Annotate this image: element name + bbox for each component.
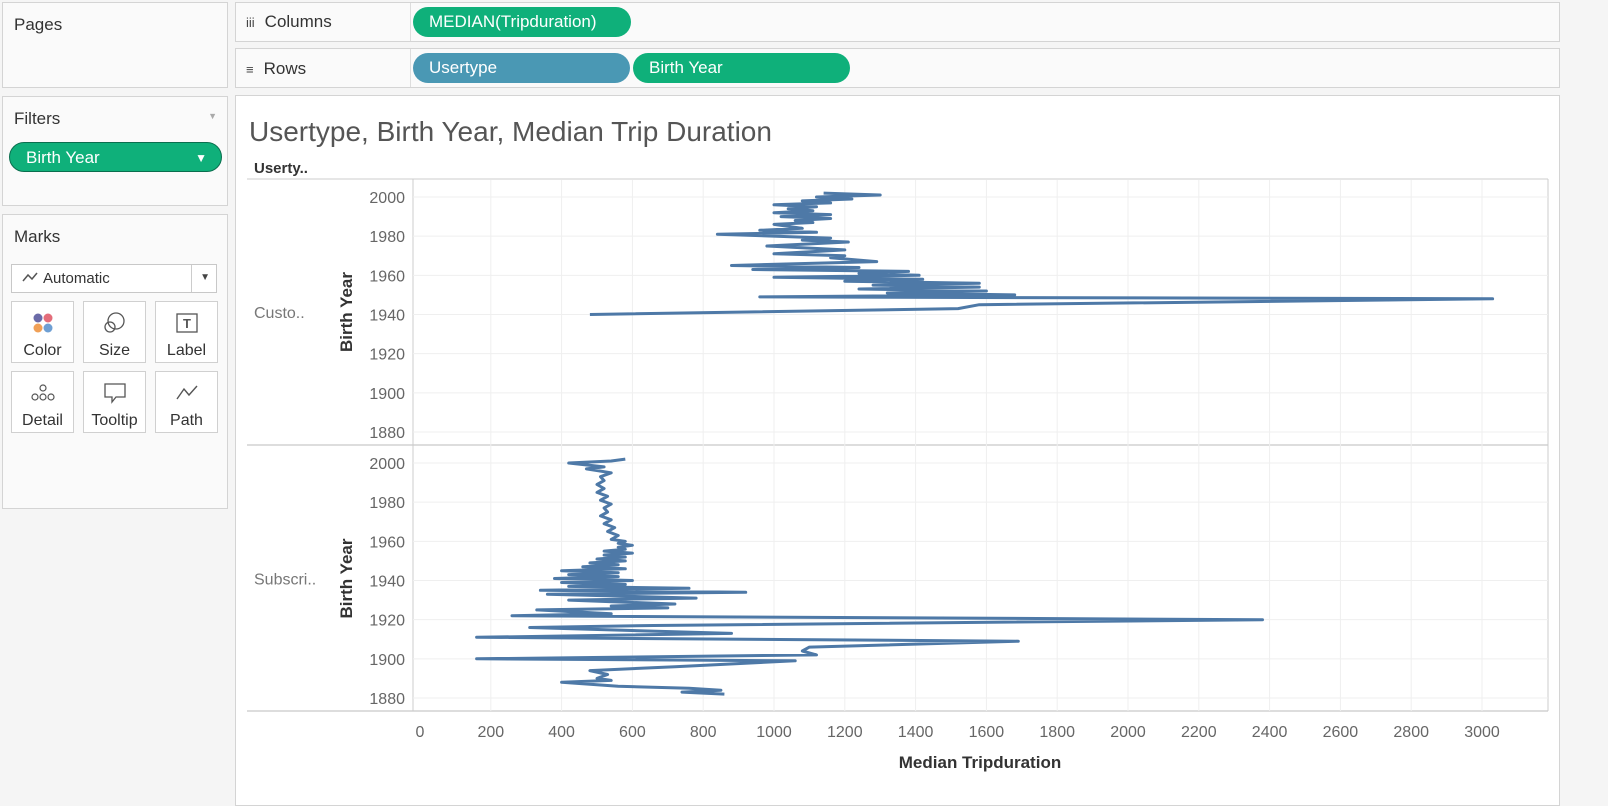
- detail-dots-icon: [12, 378, 73, 408]
- mark-type-label: Automatic: [43, 270, 110, 287]
- filters-panel: Filters ▼ Birth Year ▼: [2, 96, 228, 206]
- color-dots-icon: [12, 308, 73, 338]
- marks-panel: Marks Automatic ▼ Color Size T Label Det…: [2, 214, 228, 509]
- series-line: [475, 457, 1264, 696]
- x-tick-label: 1000: [756, 724, 792, 741]
- marks-title: Marks: [14, 227, 61, 246]
- path-line-icon: [156, 378, 217, 408]
- marks-label-button[interactable]: T Label: [155, 301, 218, 363]
- columns-icon: iii: [246, 15, 255, 30]
- chevron-down-icon[interactable]: ▼: [200, 272, 210, 283]
- y-tick-label: 2000: [369, 456, 405, 473]
- y-tick-label: 1900: [369, 652, 405, 669]
- y-tick-label: 1900: [369, 386, 405, 403]
- filter-pill-birth-year[interactable]: Birth Year ▼: [9, 142, 222, 172]
- size-circles-icon: [84, 308, 145, 338]
- y-tick-label: 1880: [369, 691, 405, 708]
- text-label-icon: T: [156, 308, 217, 338]
- speech-bubble-icon: [84, 378, 145, 408]
- chart-title: Usertype, Birth Year, Median Trip Durati…: [249, 116, 772, 147]
- marks-path-button[interactable]: Path: [155, 371, 218, 433]
- y-tick-label: 2000: [369, 190, 405, 207]
- rows-pill-usertype[interactable]: Usertype: [413, 53, 630, 83]
- y-tick-label: 1940: [369, 574, 405, 591]
- marks-color-label: Color: [23, 342, 62, 359]
- x-tick-label: 2200: [1181, 724, 1217, 741]
- marks-label-label: Label: [166, 342, 207, 359]
- x-tick-label: 400: [548, 724, 575, 741]
- x-tick-label: 1600: [969, 724, 1005, 741]
- rows-pill-birth-year[interactable]: Birth Year: [633, 53, 850, 83]
- marks-tooltip-button[interactable]: Tooltip: [83, 371, 146, 433]
- x-tick-label: 800: [690, 724, 717, 741]
- x-tick-label: 3000: [1464, 724, 1500, 741]
- pages-title: Pages: [14, 15, 63, 34]
- y-tick-label: 1920: [369, 613, 405, 630]
- x-tick-label: 2800: [1393, 724, 1429, 741]
- marks-size-label: Size: [98, 342, 131, 359]
- y-tick-label: 1920: [369, 347, 405, 364]
- dropdown-divider: [191, 265, 192, 292]
- row-header: Userty..: [254, 160, 308, 177]
- series-line: [589, 191, 1495, 316]
- marks-detail-label: Detail: [22, 412, 63, 429]
- pane-label: Custo..: [254, 305, 305, 322]
- pane-label: Subscri..: [254, 572, 316, 589]
- rows-shelf-label: ≡ Rows: [246, 59, 307, 78]
- filter-pill-label: Birth Year: [26, 148, 100, 167]
- x-tick-label: 0: [416, 724, 425, 741]
- x-tick-label: 1400: [898, 724, 934, 741]
- x-tick-label: 600: [619, 724, 646, 741]
- marks-color-button[interactable]: Color: [11, 301, 74, 363]
- x-tick-label: 2400: [1252, 724, 1288, 741]
- chevron-down-icon[interactable]: ▼: [195, 151, 207, 165]
- columns-shelf: iii Columns MEDIAN(Tripduration): [235, 2, 1560, 42]
- y-tick-label: 1880: [369, 425, 405, 442]
- view-area: [235, 95, 1560, 806]
- y-tick-label: 1960: [369, 268, 405, 285]
- x-tick-label: 2000: [1110, 724, 1146, 741]
- x-tick-label: 200: [477, 724, 504, 741]
- x-axis-title: Median Tripduration: [899, 753, 1061, 772]
- x-tick-label: 1200: [827, 724, 863, 741]
- filters-menu-icon[interactable]: ▼: [208, 111, 217, 121]
- line-mark-icon: [22, 270, 38, 287]
- marks-size-button[interactable]: Size: [83, 301, 146, 363]
- rows-shelf: ≡ Rows Usertype Birth Year: [235, 48, 1560, 88]
- shelf-divider: [410, 49, 411, 87]
- y-axis-title: Birth Year: [337, 272, 356, 352]
- marks-tooltip-label: Tooltip: [91, 412, 138, 429]
- shelf-divider: [410, 3, 411, 41]
- columns-pill-median-tripduration[interactable]: MEDIAN(Tripduration): [413, 7, 631, 37]
- pages-panel: Pages: [2, 2, 228, 88]
- columns-shelf-label: iii Columns: [246, 12, 332, 31]
- y-tick-label: 1960: [369, 534, 405, 551]
- y-axis-title: Birth Year: [337, 538, 356, 618]
- x-tick-label: 2600: [1323, 724, 1359, 741]
- rows-icon: ≡: [246, 62, 254, 77]
- y-tick-label: 1980: [369, 495, 405, 512]
- marks-detail-button[interactable]: Detail: [11, 371, 74, 433]
- x-tick-label: 1800: [1039, 724, 1075, 741]
- svg-text:T: T: [183, 316, 191, 331]
- filters-title: Filters: [14, 109, 61, 128]
- y-tick-label: 1940: [369, 308, 405, 325]
- mark-type-select[interactable]: Automatic ▼: [11, 264, 217, 293]
- y-tick-label: 1980: [369, 229, 405, 246]
- marks-path-label: Path: [170, 412, 203, 429]
